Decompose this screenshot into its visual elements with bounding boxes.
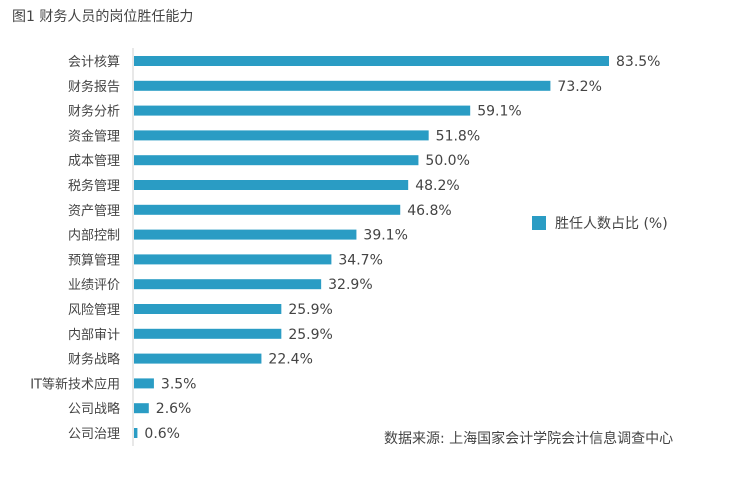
legend: 胜任人数占比 (%) bbox=[532, 213, 668, 233]
category-label: 公司战略 bbox=[68, 401, 120, 417]
category-label: 业绩评价 bbox=[68, 278, 120, 293]
bar bbox=[134, 254, 332, 265]
bar bbox=[134, 353, 262, 364]
data-label: 34.7% bbox=[338, 252, 382, 268]
data-label: 50.0% bbox=[425, 153, 469, 169]
bar bbox=[134, 229, 357, 240]
category-label: 内部控制 bbox=[68, 228, 120, 244]
bar bbox=[134, 328, 282, 339]
category-label: 公司治理 bbox=[68, 427, 120, 442]
category-label: IT等新技术应用 bbox=[30, 376, 120, 392]
data-label: 25.9% bbox=[288, 302, 332, 318]
data-label: 83.5% bbox=[616, 54, 660, 70]
bar bbox=[134, 279, 322, 290]
source-note: 数据来源: 上海国家会计学院会计信息调查中心 bbox=[384, 431, 674, 447]
chart-title: 图1 财务人员的岗位胜任能力 bbox=[12, 9, 194, 25]
bar bbox=[134, 428, 138, 438]
category-label: 税务管理 bbox=[68, 178, 120, 194]
data-label: 51.8% bbox=[436, 128, 480, 144]
data-label: 32.9% bbox=[328, 277, 372, 293]
category-label: 内部审计 bbox=[68, 327, 120, 343]
bar bbox=[134, 180, 409, 190]
legend-label: 胜任人数占比 (%) bbox=[555, 216, 668, 232]
bar bbox=[134, 56, 609, 66]
bar bbox=[134, 105, 471, 116]
category-label: 财务分析 bbox=[68, 104, 120, 120]
bar bbox=[134, 80, 551, 91]
bar bbox=[134, 304, 282, 314]
category-label: 会计核算 bbox=[68, 55, 120, 70]
data-label: 39.1% bbox=[363, 228, 407, 244]
data-label: 2.6% bbox=[156, 401, 192, 417]
category-label: 预算管理 bbox=[68, 253, 120, 268]
category-label: 资金管理 bbox=[68, 128, 120, 144]
category-label: 资产管理 bbox=[68, 204, 120, 219]
bar bbox=[134, 155, 419, 166]
category-label: 财务战略 bbox=[68, 352, 120, 368]
data-label: 73.2% bbox=[557, 79, 601, 95]
data-label: 25.9% bbox=[288, 327, 332, 343]
data-label: 0.6% bbox=[144, 426, 180, 442]
category-label: 成本管理 bbox=[68, 154, 120, 169]
legend-swatch bbox=[532, 216, 546, 230]
data-label: 48.2% bbox=[415, 178, 459, 194]
data-label: 59.1% bbox=[477, 104, 521, 120]
data-label: 3.5% bbox=[161, 376, 197, 392]
data-label: 46.8% bbox=[407, 203, 451, 219]
category-label: 财务报告 bbox=[68, 79, 120, 95]
data-label: 22.4% bbox=[268, 352, 312, 368]
bar bbox=[134, 378, 154, 389]
bar bbox=[134, 130, 429, 141]
bar bbox=[134, 204, 401, 215]
category-label: 风险管理 bbox=[68, 303, 120, 318]
bar bbox=[134, 403, 149, 414]
